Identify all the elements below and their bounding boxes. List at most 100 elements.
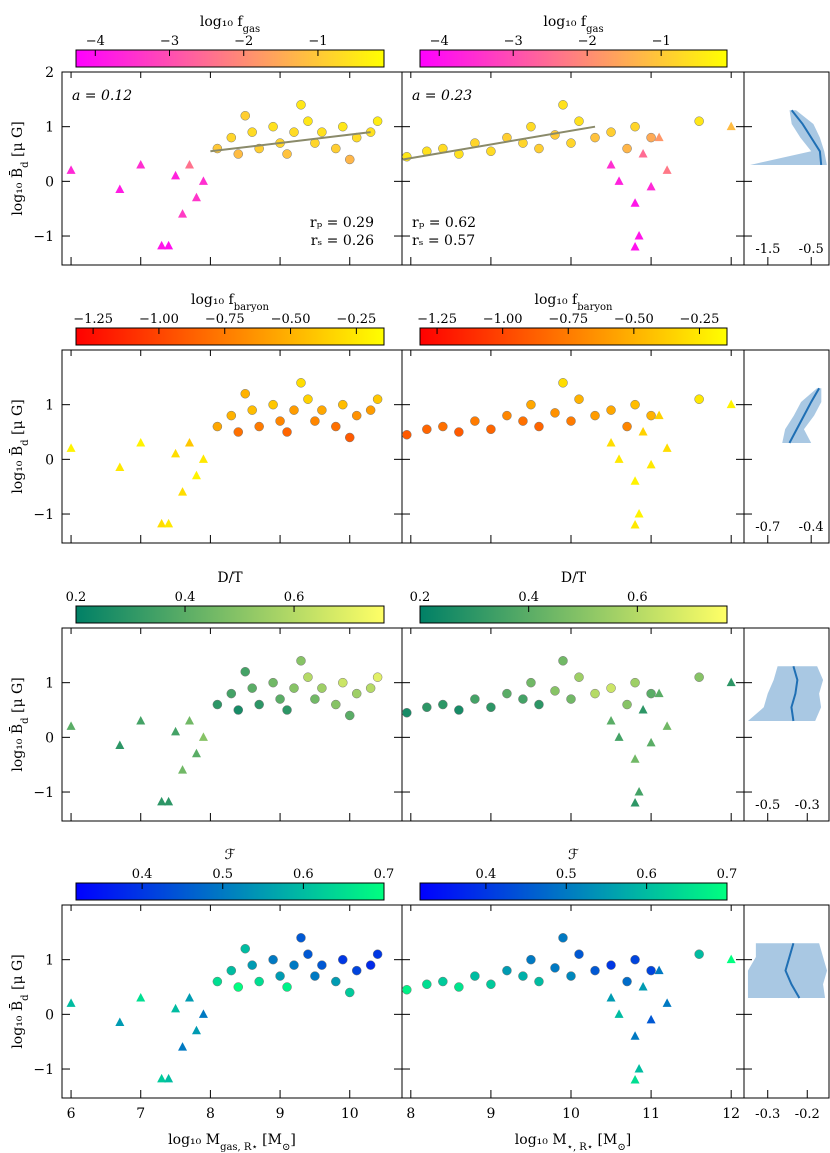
triangle-point [191, 470, 201, 480]
x-axis-label: log₁₀ Mgas, R⋆ [M⊙] [168, 1132, 296, 1153]
label-part: log₁₀ B̄ [8, 168, 26, 216]
circle-point [486, 702, 496, 713]
circle-point [574, 394, 584, 404]
circle-point [282, 705, 292, 715]
colorbar-label: ℱ [568, 847, 579, 863]
side-x-tick-label: -0.3 [755, 1107, 780, 1122]
colorbar-tick-label: 0.4 [476, 867, 497, 882]
side-x-tick-label: -1.5 [755, 242, 780, 257]
colorbar-tick-label: 0.7 [717, 867, 738, 882]
side-frame [743, 627, 830, 822]
colorbar-label: log₁₀ fgas [543, 14, 603, 35]
circle-point [226, 688, 237, 699]
circle-point [226, 410, 237, 421]
label-part: ⋆, R⋆ [567, 1142, 593, 1153]
triangle-point [171, 170, 181, 180]
y-tick-label: 1 [45, 398, 54, 414]
triangle-point [630, 241, 640, 251]
circle-point [226, 965, 237, 976]
triangle-point [614, 454, 624, 463]
colorbar-tick-label: −0.50 [271, 312, 311, 327]
label-part: log₁₀ f [200, 14, 245, 30]
x-tick-label: 12 [722, 1106, 740, 1122]
triangle-point [136, 159, 146, 169]
label-part: d [20, 994, 31, 1001]
circle-point [518, 971, 528, 981]
y-tick-label: 1 [45, 120, 54, 136]
circle-point [402, 707, 412, 718]
panel-frame [61, 349, 403, 544]
circle-point [372, 116, 383, 126]
label-part: log₁₀ f [535, 292, 580, 308]
triangle-point [66, 165, 76, 174]
label-part: baryon [577, 302, 613, 313]
circle-point [574, 116, 584, 126]
colorbar [75, 327, 385, 346]
circle-point [303, 394, 313, 404]
side-x-tick-label: -0.4 [799, 520, 824, 535]
circle-point [344, 154, 355, 165]
triangle-point [630, 1031, 640, 1040]
circle-point [534, 421, 544, 432]
circle-point [282, 982, 292, 992]
side-median-line [790, 109, 823, 166]
circle-point [338, 121, 348, 132]
circle-point [317, 683, 327, 693]
colorbar [75, 882, 385, 901]
circle-point [233, 982, 244, 992]
x-tick-label: 8 [206, 1106, 215, 1122]
circle-point [365, 960, 376, 970]
colorbar-tick-label: −0.50 [614, 312, 654, 327]
circle-point [372, 949, 383, 959]
circle-point [550, 686, 560, 696]
circle-point [351, 965, 362, 976]
circle-point [526, 121, 536, 132]
circle-point [296, 656, 306, 666]
circle-point [606, 960, 616, 970]
label-part: D/T [561, 570, 587, 586]
circle-point [630, 954, 640, 965]
label-part: d [20, 439, 31, 446]
colorbar-tick-label: 0.2 [410, 590, 431, 605]
colorbar-tick-label: −3 [160, 34, 179, 49]
triangle-point [157, 518, 167, 528]
triangle-point [115, 1017, 125, 1027]
circle-point [289, 683, 299, 693]
colorbar [419, 882, 728, 901]
circle-point [365, 683, 376, 693]
side-x-tick-label: -0.3 [795, 798, 820, 813]
colorbar-tick-label: −4 [430, 34, 449, 49]
x-tick-label: 11 [642, 1106, 660, 1122]
circle-point [240, 110, 250, 121]
colorbar-label: D/T [217, 570, 243, 586]
circle-point [254, 976, 264, 987]
label-part: ℱ [224, 847, 235, 863]
triangle-point [646, 459, 656, 469]
y-tick-label: 0 [45, 730, 54, 746]
side-band [750, 110, 827, 165]
circle-point [646, 410, 656, 421]
colorbar [75, 605, 385, 624]
circle-point [694, 394, 704, 404]
triangle-point [654, 688, 664, 698]
triangle-point [606, 715, 616, 725]
y-tick-label: 1 [45, 676, 54, 692]
triangle-point [198, 454, 208, 463]
triangle-point [634, 509, 644, 518]
circle-point [247, 960, 257, 970]
circle-point [526, 677, 536, 688]
label-part: gas [586, 24, 604, 35]
triangle-point [638, 982, 648, 991]
circle-point [402, 984, 412, 995]
y-axis-label: log₁₀ B̄d [μ G] [8, 954, 30, 1048]
triangle-point [654, 132, 664, 142]
circle-point [566, 416, 576, 426]
triangle-point [726, 121, 736, 131]
label-part: d [20, 717, 31, 724]
label-part: D/T [217, 570, 243, 586]
colorbar-tick-label: −0.75 [548, 312, 588, 327]
label-part: ] [626, 1132, 631, 1148]
annotation: rₛ = 0.26 [311, 233, 374, 249]
circle-point [268, 399, 278, 410]
